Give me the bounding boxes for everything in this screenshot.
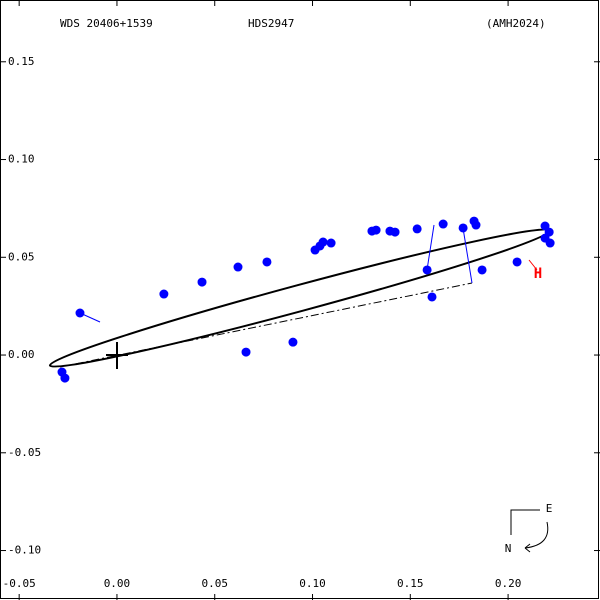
x-tick-label: 0.10 bbox=[299, 577, 326, 590]
y-tick-label: 0.10 bbox=[8, 153, 35, 166]
compass-east: E bbox=[546, 502, 553, 515]
y-tick-label: -0.10 bbox=[8, 544, 41, 557]
observation bbox=[318, 237, 328, 247]
observation bbox=[197, 277, 207, 287]
y-tick-label: -0.05 bbox=[8, 446, 41, 459]
observation bbox=[540, 233, 550, 243]
compass-arrow bbox=[524, 543, 531, 553]
x-tick-label: 0.05 bbox=[201, 577, 228, 590]
observation bbox=[422, 265, 432, 275]
observation bbox=[427, 292, 437, 302]
observation bbox=[262, 257, 272, 267]
observation bbox=[159, 289, 169, 299]
residual bbox=[426, 224, 435, 271]
line-of-nodes bbox=[59, 282, 473, 368]
discoverer: HDS2947 bbox=[248, 17, 294, 30]
compass bbox=[510, 509, 549, 549]
x-tick-label: -0.05 bbox=[3, 577, 36, 590]
observation bbox=[412, 224, 422, 234]
y-tick-label: 0.15 bbox=[8, 55, 35, 68]
observation bbox=[233, 262, 243, 272]
reference: (AMH2024) bbox=[486, 17, 546, 30]
x-tick-label: 0.15 bbox=[397, 577, 424, 590]
observation bbox=[241, 347, 251, 357]
observation bbox=[326, 238, 336, 248]
x-tick-label: 0.20 bbox=[495, 577, 522, 590]
compass-north: N bbox=[505, 542, 512, 555]
observation bbox=[471, 220, 481, 230]
observation bbox=[477, 265, 487, 275]
observation bbox=[288, 337, 298, 347]
observation bbox=[458, 223, 468, 233]
marker-label: H bbox=[534, 266, 542, 282]
observation bbox=[390, 227, 400, 237]
y-tick-label: 0.05 bbox=[8, 250, 35, 263]
residual bbox=[462, 227, 473, 284]
observation bbox=[371, 225, 381, 235]
observation bbox=[75, 308, 85, 318]
observation bbox=[512, 257, 522, 267]
x-tick-label: 0.00 bbox=[104, 577, 131, 590]
y-tick-label: 0.00 bbox=[8, 348, 35, 361]
marker-line bbox=[528, 259, 538, 271]
wds-id: WDS 20406+1539 bbox=[60, 17, 153, 30]
observation bbox=[438, 219, 448, 229]
observation bbox=[60, 373, 70, 383]
